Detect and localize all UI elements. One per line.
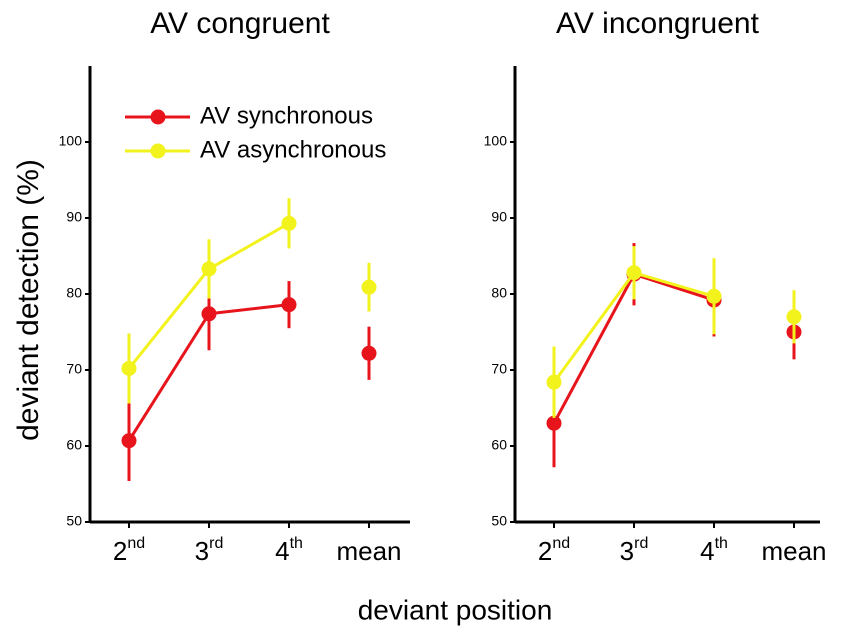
- x-tick-label: mean: [336, 536, 401, 566]
- chart-title: AV congruent: [150, 7, 330, 40]
- data-point: [281, 215, 297, 231]
- x-tick-label: mean: [761, 536, 826, 566]
- data-point: [121, 360, 137, 376]
- data-point: [201, 261, 217, 277]
- x-tick-label: 2nd: [538, 535, 570, 566]
- y-tick-label: 70: [491, 361, 507, 377]
- data-point: [281, 297, 297, 313]
- data-point: [201, 306, 217, 322]
- y-tick-label: 70: [66, 361, 82, 377]
- y-tick-label: 80: [66, 285, 82, 301]
- y-tick-label: 100: [59, 133, 83, 149]
- y-tick-label: 60: [66, 437, 82, 453]
- legend-label: AV asynchronous: [200, 136, 386, 163]
- y-axis-label: deviant detection (%): [12, 159, 45, 441]
- y-tick-label: 50: [491, 513, 507, 529]
- y-tick-label: 80: [491, 285, 507, 301]
- chart-title: AV incongruent: [556, 7, 760, 40]
- x-tick-label: 3rd: [195, 535, 224, 566]
- y-tick-label: 100: [484, 133, 508, 149]
- x-tick-label: 2nd: [113, 535, 145, 566]
- data-point: [786, 309, 802, 325]
- data-point: [546, 415, 562, 431]
- data-point: [121, 433, 137, 449]
- y-tick-label: 60: [491, 437, 507, 453]
- y-tick-label: 90: [491, 209, 507, 225]
- legend-label: AV synchronous: [200, 102, 373, 129]
- data-point: [361, 279, 377, 295]
- data-point: [706, 288, 722, 304]
- x-tick-label: 4th: [275, 535, 303, 566]
- data-point: [361, 345, 377, 361]
- x-tick-label: 3rd: [620, 535, 649, 566]
- x-axis-label: deviant position: [358, 594, 553, 625]
- y-tick-label: 90: [66, 209, 82, 225]
- legend-marker: [150, 109, 166, 125]
- data-point: [546, 374, 562, 390]
- y-tick-label: 50: [66, 513, 82, 529]
- legend-marker: [150, 143, 166, 159]
- data-point: [626, 265, 642, 281]
- x-tick-label: 4th: [700, 535, 728, 566]
